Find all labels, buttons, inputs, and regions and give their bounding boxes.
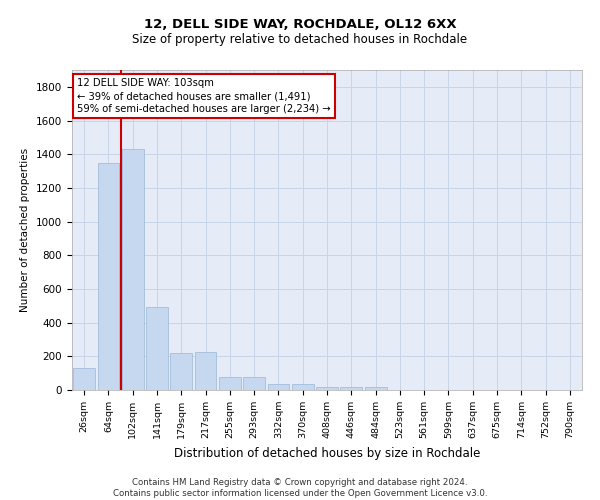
Bar [316,386,338,390]
Bar [243,378,265,390]
Bar [73,368,95,390]
Text: 12 DELL SIDE WAY: 103sqm
← 39% of detached houses are smaller (1,491)
59% of sem: 12 DELL SIDE WAY: 103sqm ← 39% of detach… [77,78,331,114]
Bar [340,386,362,390]
Bar [122,149,143,390]
Bar [365,388,386,390]
Bar [97,162,119,390]
Bar [194,352,217,390]
Text: Contains HM Land Registry data © Crown copyright and database right 2024.
Contai: Contains HM Land Registry data © Crown c… [113,478,487,498]
Y-axis label: Number of detached properties: Number of detached properties [20,148,31,312]
Text: Size of property relative to detached houses in Rochdale: Size of property relative to detached ho… [133,32,467,46]
Bar [219,376,241,390]
Bar [292,384,314,390]
Text: 12, DELL SIDE WAY, ROCHDALE, OL12 6XX: 12, DELL SIDE WAY, ROCHDALE, OL12 6XX [143,18,457,30]
Bar [170,353,192,390]
Bar [146,308,168,390]
X-axis label: Distribution of detached houses by size in Rochdale: Distribution of detached houses by size … [174,446,480,460]
Bar [268,384,289,390]
